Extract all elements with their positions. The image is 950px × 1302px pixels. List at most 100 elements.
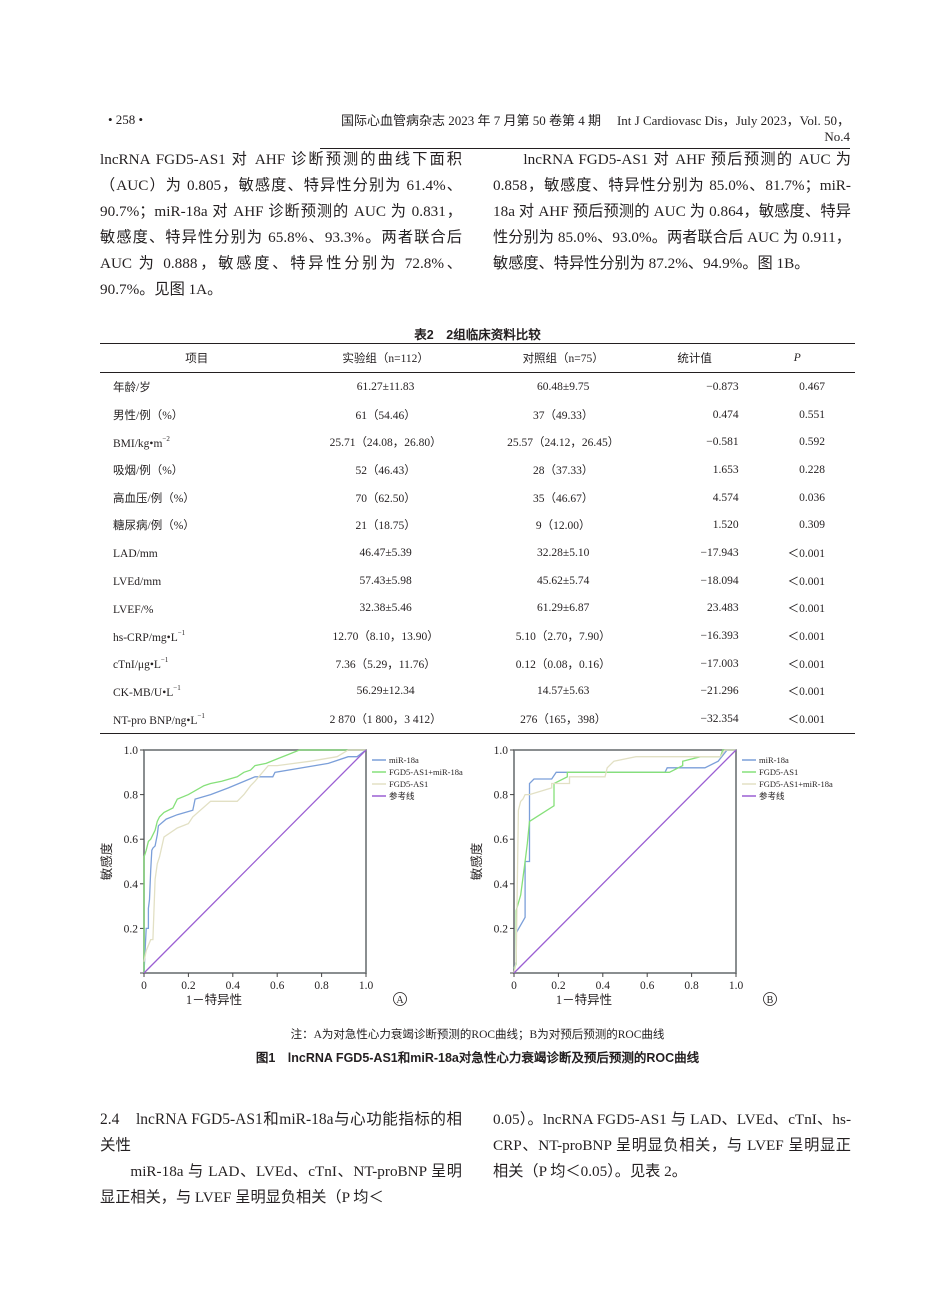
y-tick-label: 1.0 [124,745,139,757]
cell-experimental: 2 870（1 800，3 412） [294,705,477,734]
legend-label: miR-18a [389,755,419,765]
y-tick-label: 0.4 [124,879,139,891]
cell-p: 0.036 [799,491,825,504]
cell-experimental: 32.38±5.46 [359,602,412,615]
results-paragraph-left: lncRNA FGD5-AS1 对 AHF 诊断预测的曲线下面积（AUC）为 0… [100,151,462,298]
table-row: 男性/例（%） 61（54.46） 37（49.33） 0.474 0.551 [100,401,855,429]
unit-exponent: −1 [160,656,169,665]
cell-item: 糖尿病/例（%） [113,520,195,533]
cell-statistic: −0.873 [706,380,739,393]
cell-control: 32.28±5.10 [537,546,590,559]
section-heading: 2.4 lncRNA FGD5-AS1和miR-18a与心功能指标的相关性 [100,1111,462,1154]
cell-item: hs-CRP/mg•L−1 [113,628,186,644]
cell-experimental: 46.47±5.39 [359,546,412,559]
unit-exponent: −1 [197,711,205,720]
cell-p: ＜0.001 [787,658,825,671]
y-tick-label: 0.2 [494,923,509,935]
cell-item: CK-MB/U•L−1 [113,683,181,699]
panel-label-circle [393,992,407,1006]
journal-title-en: Int J Cardiovasc Dis，July 2023，Vol. 50，N… [616,113,850,144]
table-row: BMI/kg•m−2 25.71（24.08，26.80） 25.57（24.12，… [100,428,855,456]
cell-experimental: 7.36（5.29，11.76） [335,658,436,671]
roc-curve-- [143,749,367,974]
roc-curve-mir-18a [513,749,736,969]
table-row: hs-CRP/mg•L−1 12.70（8.10，13.90） 5.10（2.70，… [100,622,855,650]
x-tick-label: 0.2 [551,980,566,992]
legend-label: 参考线 [389,791,415,801]
panel-label-circle [763,992,777,1006]
cell-experimental: 70（62.50） [355,492,416,505]
legend-label: FGD5-AS1 [759,767,798,777]
cell-statistic: −17.943 [700,546,739,559]
x-tick-label: 0.8 [314,980,329,992]
unit-exponent: −1 [177,628,186,637]
x-axis-label: 1－特异性 [556,992,612,1007]
cell-p: ＜0.001 [738,705,855,734]
cell-p: ＜0.001 [787,603,825,616]
x-tick-label: 0.4 [596,980,611,992]
cell-experimental: 21（18.75） [355,520,416,533]
cell-item: LVEF/% [113,603,154,616]
table-row: 吸烟/例（%） 52（46.43） 28（37.33） 1.653 0.228 [100,456,855,484]
cell-statistic: −17.003 [700,657,739,670]
cell-item: 年龄/岁 [113,381,151,394]
cell-control: 28（37.33） [533,464,594,477]
x-tick-label: 0.4 [226,980,241,992]
cell-statistic: 1.653 [712,463,739,476]
col-header-item: 项目 [100,343,295,373]
y-axis-label: 敏感度 [469,842,484,880]
x-tick-label: 1.0 [729,980,744,992]
cell-control: 25.57（24.12，26.45） [507,437,620,450]
cell-statistic: 4.574 [712,491,739,504]
roc-chart-a: 0.2 0.4 0.6 0.8 1.0 0 0.2 0.4 0.6 0.8 1.0 1－特异性 敏感度 m… [95,735,475,1020]
panel-label: B [767,995,774,1006]
x-tick-label: 1.0 [359,980,374,992]
y-tick-label: 0.2 [124,923,139,935]
x-tick-label: 0.6 [640,980,655,992]
cell-control: 0.12（0.08，0.16） [515,658,611,671]
cell-p: ＜0.001 [787,547,825,560]
cell-statistic: −18.094 [700,574,739,587]
cell-control: 9（12.00） [535,520,591,533]
table-row: cTnI/μg•L−1 7.36（5.29，11.76） 0.12（0.08，0.1… [100,650,855,678]
page-number: • 258 • [108,112,144,127]
cell-p: 0.551 [799,408,825,421]
table-row: CK-MB/U•L−1 56.29±12.34 14.57±5.63 −21.296 ＜… [100,678,855,706]
x-tick-label: 0 [141,980,147,992]
cell-statistic: 1.520 [712,519,739,532]
roc-curve-fgd5-as1-mir-18a [513,749,736,974]
cell-item: 高血压/例（%） [113,492,195,505]
section-2-4-left: 2.4 lncRNA FGD5-AS1和miR-18a与心功能指标的相关性 mi… [100,1107,462,1211]
table-header-row: 项目 实验组（n=112） 对照组（n=75） 统计值 P [100,343,855,373]
cell-item: NT-pro BNP/ng•L−1 [100,705,295,734]
figure-note: 注：A为对急性心力衰竭诊断预测的ROC曲线；B为对预后预测的ROC曲线 [290,1029,665,1041]
legend-label: FGD5-AS1+miR-18a [389,767,463,777]
x-tick-label: 0 [511,980,517,992]
y-axis-label: 敏感度 [99,842,114,880]
cell-experimental: 57.43±5.98 [359,574,412,587]
roc-curve-fgd5-as1-mir-18a [143,749,366,973]
cell-experimental: 12.70（8.10，13.90） [332,631,439,644]
y-tick-label: 0.6 [494,834,509,846]
clinical-data-table: 项目 实验组（n=112） 对照组（n=75） 统计值 P 年龄/岁 61.27±… [100,343,855,734]
table-row: 糖尿病/例（%） 21（18.75） 9（12.00） 1.520 0.309 [100,511,855,539]
table-row: LAD/mm 46.47±5.39 32.28±5.10 −17.943 ＜0.001 [100,539,855,567]
cell-experimental: 52（46.43） [355,464,416,477]
x-tick-label: 0.2 [181,980,196,992]
cell-p: 0.228 [799,463,825,476]
running-header: 国际心血管病杂志 2023 年 7 月第 50 卷第 4 期 Int J Card… [320,110,850,149]
cell-item: LVEd/mm [113,576,162,589]
cell-experimental: 56.29±12.34 [356,685,415,698]
y-tick-label: 0.4 [494,879,509,891]
cell-experimental: 61.27±11.83 [356,380,415,393]
cell-statistic: −16.393 [700,630,739,643]
cell-control: 45.62±5.74 [537,574,590,587]
cell-p: ＜0.001 [787,575,825,588]
table-title: 表2 2组临床资料比较 [414,328,541,342]
col-header-p: P [738,343,855,373]
y-tick-label: 0.6 [124,834,139,846]
section-paragraph-left: miR-18a 与 LAD、LVEd、cTnI、NT-proBNP 呈明显正相关… [100,1163,462,1206]
x-tick-label: 0.8 [684,980,699,992]
x-tick-label: 0.6 [270,980,285,992]
legend-label: 参考线 [759,791,785,801]
